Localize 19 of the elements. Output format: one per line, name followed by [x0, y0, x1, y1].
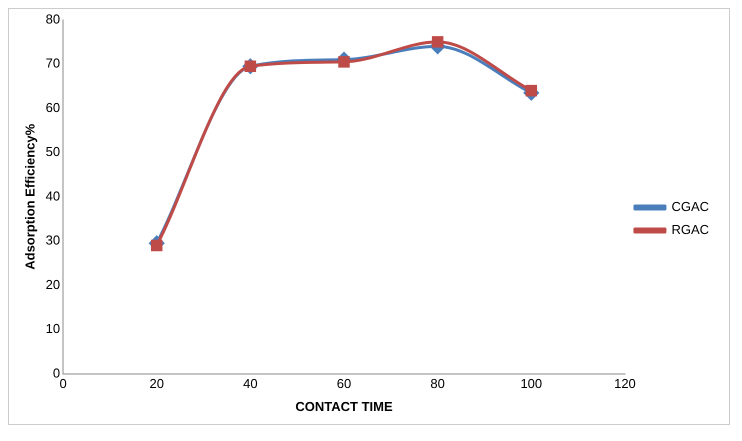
x-tick-label: 60: [336, 376, 352, 392]
y-tick-label: 30: [46, 232, 60, 248]
y-tick-label: 0: [52, 365, 60, 380]
legend-label: RGAC: [671, 222, 710, 238]
x-tick-label: 80: [430, 376, 445, 392]
y-axis-title: Adsorption Efficiency%: [22, 123, 38, 270]
y-tick-label: 20: [46, 276, 60, 292]
y-tick-label: 70: [46, 56, 60, 71]
y-tick-label: 80: [46, 11, 60, 26]
y-tick-label: 60: [46, 100, 60, 115]
y-tick-label: 40: [46, 188, 60, 204]
x-tick-label: 100: [520, 376, 542, 392]
y-tick-label: 10: [46, 321, 60, 336]
x-tick-label: 120: [614, 376, 636, 392]
x-tick-label: 40: [243, 376, 258, 392]
y-tick-label: 50: [46, 144, 60, 160]
x-tick-label: 20: [149, 376, 164, 392]
legend-label: CGAC: [671, 199, 710, 214]
x-axis-title: CONTACT TIME: [295, 398, 393, 414]
